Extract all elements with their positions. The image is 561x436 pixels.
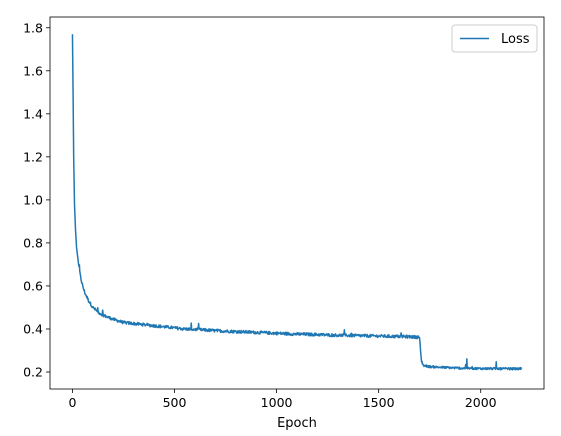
x-tick-label: 1000 bbox=[261, 395, 293, 410]
y-tick-label: 0.4 bbox=[23, 321, 43, 336]
y-tick-label: 0.2 bbox=[23, 365, 43, 380]
y-tick-label: 0.8 bbox=[23, 235, 43, 250]
x-tick-label: 1500 bbox=[363, 395, 395, 410]
y-tick-label: 1.8 bbox=[23, 20, 43, 35]
legend-box bbox=[451, 24, 538, 53]
y-tick-label: 1.4 bbox=[23, 106, 43, 121]
series-line-loss bbox=[71, 34, 523, 371]
legend: Loss bbox=[451, 24, 538, 53]
axes: 0 500 1000 1500 2000 0.2 0.4 0.6 0.8 1.0 1.2 1.4 1.6… bbox=[23, 16, 545, 431]
legend-label-loss: Loss bbox=[501, 32, 530, 47]
y-tick-label: 1.2 bbox=[23, 149, 43, 164]
y-tick-label: 0.6 bbox=[23, 278, 43, 293]
y-tick-label: 1.6 bbox=[23, 63, 43, 78]
axes-frame bbox=[49, 16, 545, 390]
x-axis-label: Epoch bbox=[277, 416, 317, 431]
x-tick-label: 500 bbox=[163, 395, 187, 410]
x-tick-label: 0 bbox=[68, 395, 76, 410]
x-tick-label: 2000 bbox=[465, 395, 497, 410]
y-tick-label: 1.0 bbox=[23, 192, 43, 207]
plot-area bbox=[71, 34, 523, 371]
